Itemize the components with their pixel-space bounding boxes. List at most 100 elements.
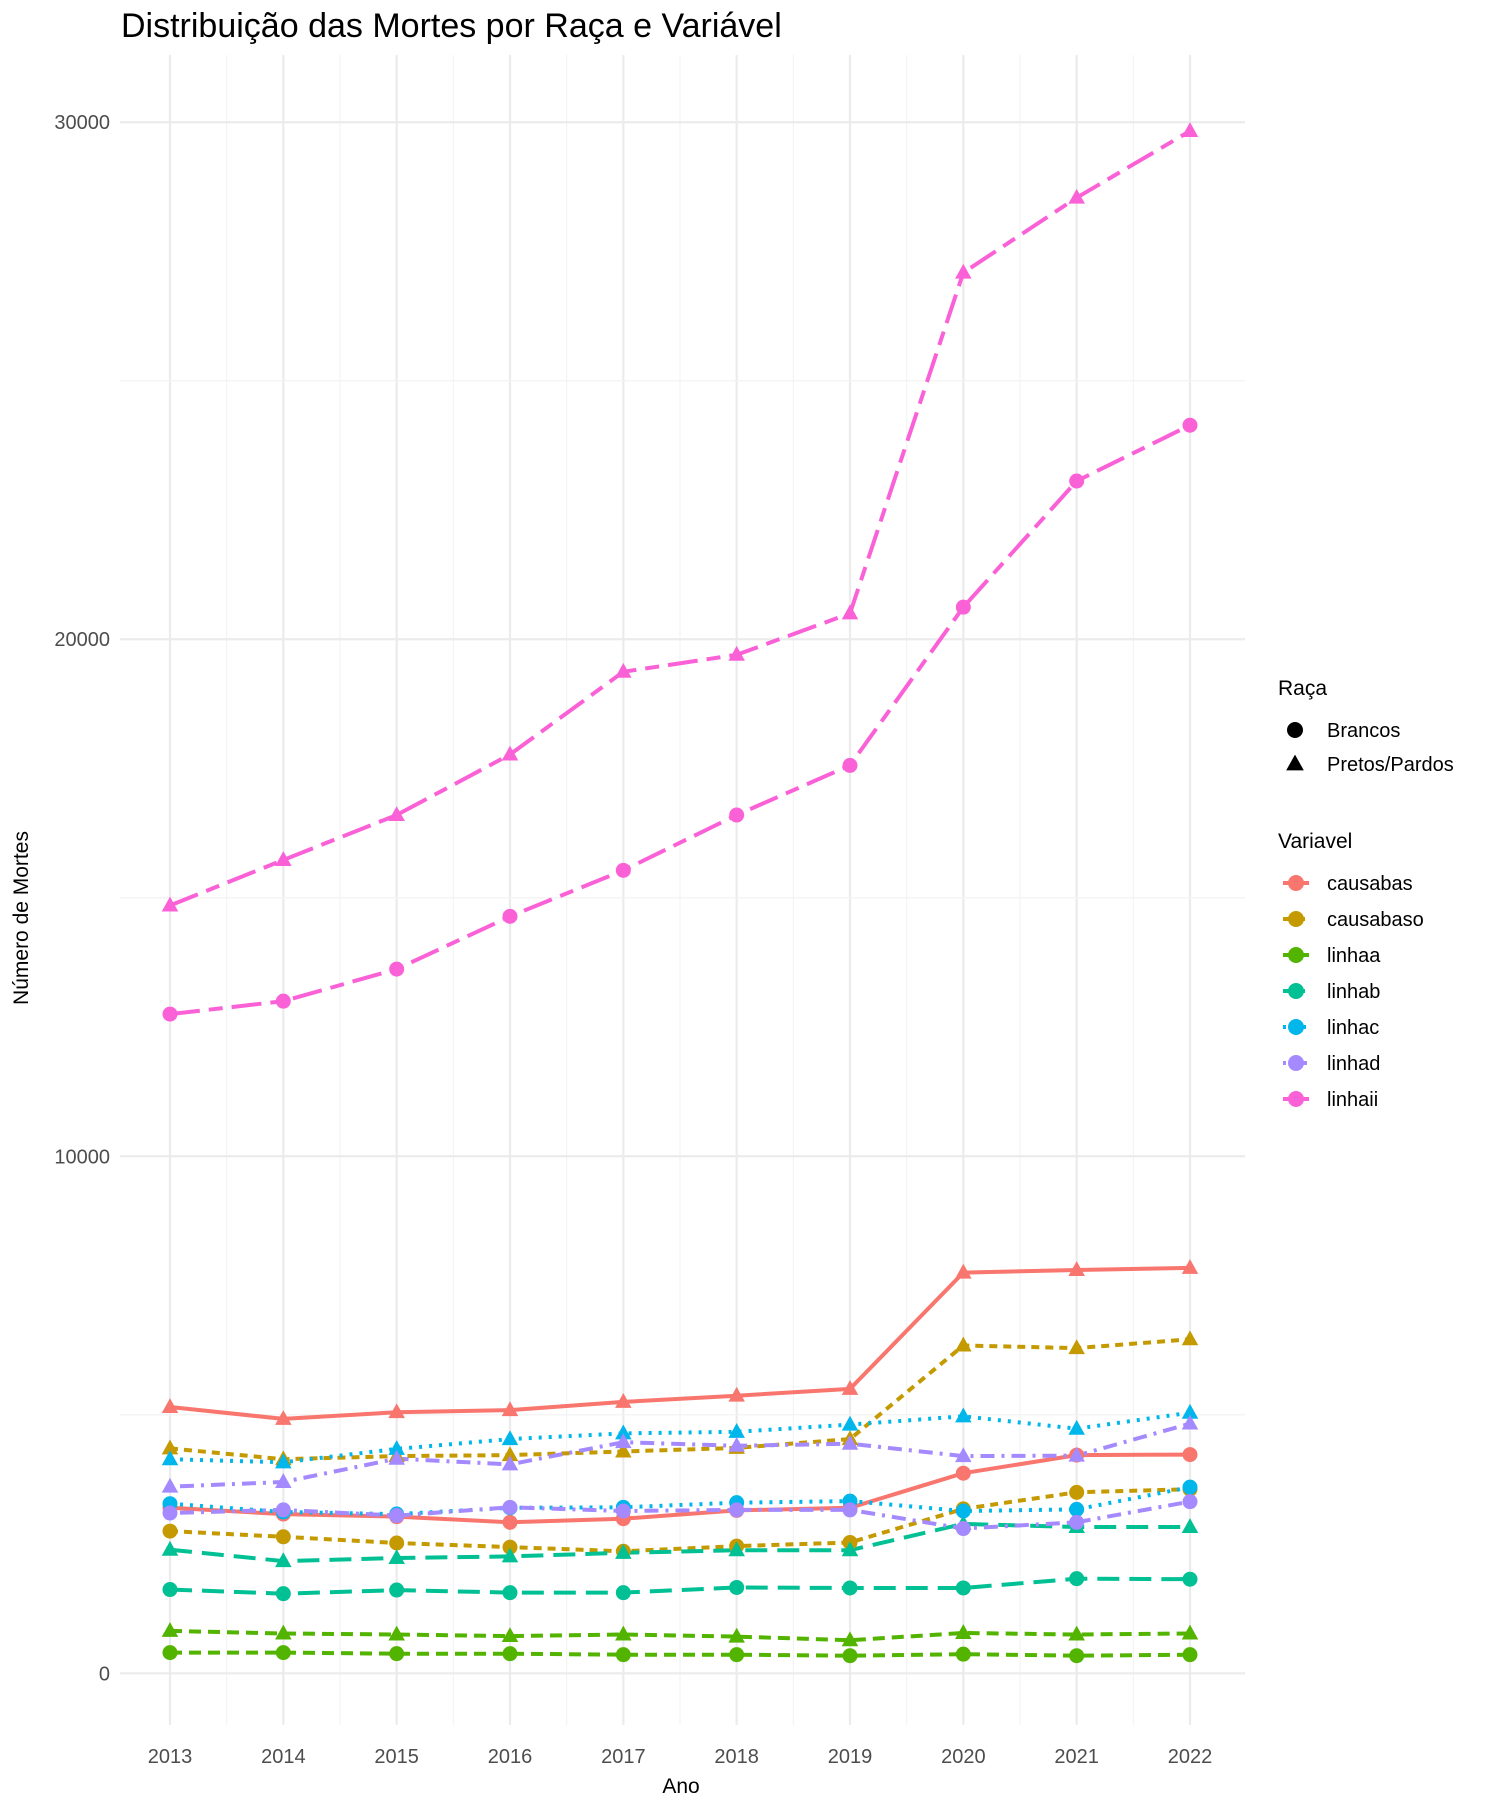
shape-legend-label: Brancos (1327, 720, 1400, 742)
x-tick-label: 2020 (941, 1746, 986, 1768)
data-point-triangle (728, 1436, 745, 1452)
data-point-triangle (275, 1473, 292, 1488)
data-point-triangle (1068, 1446, 1085, 1462)
data-point-circle (1182, 1479, 1198, 1495)
data-point-circle (955, 1521, 971, 1537)
data-point-triangle (161, 1540, 179, 1556)
data-point-circle (389, 1535, 405, 1551)
data-point-triangle (1068, 188, 1085, 204)
series-lines (169, 129, 1192, 1658)
data-point-circle (162, 1006, 178, 1022)
x-tick-label: 2015 (374, 1746, 419, 1768)
data-point-circle (615, 862, 631, 878)
series-line-linhac (169, 1410, 1191, 1465)
data-point-triangle (275, 1453, 292, 1469)
color-legend-key-point (1288, 1019, 1304, 1035)
data-point-circle (502, 1585, 518, 1601)
data-point-circle (162, 1645, 178, 1661)
data-point-triangle (728, 1386, 745, 1402)
data-point-triangle (501, 1446, 519, 1462)
y-tick-label: 0 (99, 1663, 110, 1685)
data-point-circle (275, 1502, 291, 1518)
data-point-triangle (841, 1541, 859, 1557)
x-tick-label: 2016 (488, 1746, 533, 1768)
data-point-triangle (501, 745, 519, 761)
data-point-circle (162, 1505, 178, 1521)
data-point-circle (1069, 1571, 1085, 1587)
series-line-linhab (169, 1576, 1191, 1596)
color-legend-key-point (1288, 947, 1304, 963)
x-tick-label: 2014 (261, 1746, 306, 1768)
data-point-triangle (955, 263, 972, 279)
series-line-linhad (169, 1421, 1191, 1489)
data-point-circle (502, 908, 518, 924)
data-point-circle (389, 961, 405, 977)
data-point-circle (615, 1647, 631, 1663)
data-point-triangle (615, 1442, 632, 1458)
data-point-circle (1287, 722, 1303, 738)
series-line-causabaso (169, 1487, 1191, 1554)
data-point-triangle (275, 851, 292, 866)
color-legend-label: linhaii (1327, 1089, 1378, 1111)
data-point-triangle (955, 1447, 972, 1463)
gridlines (120, 55, 1245, 1725)
color-legend-label: linhac (1327, 1017, 1379, 1039)
series-line-linhaii (169, 423, 1191, 1017)
chart-title: Distribuição das Mortes por Raça e Variá… (121, 7, 782, 45)
data-point-triangle (388, 1403, 405, 1419)
y-tick-label: 10000 (54, 1146, 110, 1168)
color-legend-key-point (1288, 983, 1304, 999)
data-point-triangle (728, 1423, 745, 1438)
x-tick-label: 2013 (148, 1746, 193, 1768)
data-point-circle (615, 1503, 631, 1519)
data-point-circle (389, 1582, 405, 1598)
data-point-triangle (615, 1393, 632, 1408)
color-legend-key-point (1288, 911, 1304, 927)
x-tick-label: 2018 (714, 1746, 759, 1768)
data-point-triangle (1181, 1330, 1199, 1346)
data-point-triangle (1068, 1419, 1085, 1435)
y-axis-title: Número de Mortes (10, 831, 33, 1005)
data-point-circle (729, 1647, 745, 1663)
x-tick-label: 2019 (828, 1746, 873, 1768)
data-point-triangle (1181, 1518, 1199, 1533)
data-point-triangle (955, 1407, 972, 1423)
legend: Raça Variavel Brancos Pretos/Pardos causab… (1278, 677, 1454, 1111)
data-point-triangle (728, 1627, 745, 1643)
data-point-triangle (841, 1631, 859, 1647)
data-point-circle (1182, 1571, 1198, 1587)
data-point-circle (502, 1499, 518, 1515)
data-point-triangle (161, 1477, 179, 1493)
data-point-circle (729, 1579, 745, 1595)
data-point-triangle (955, 1336, 972, 1352)
color-legend-title: Variavel (1278, 830, 1352, 853)
x-tick-label: 2017 (601, 1746, 646, 1768)
data-point-triangle (615, 1543, 632, 1559)
data-point-triangle (615, 1433, 632, 1449)
data-point-triangle (1181, 1624, 1199, 1640)
data-point-triangle (501, 1455, 519, 1471)
data-point-circle (389, 1508, 405, 1524)
data-point-circle (275, 1645, 291, 1661)
data-point-circle (955, 1465, 971, 1481)
data-point-triangle (501, 1627, 519, 1643)
data-point-circle (502, 1646, 518, 1662)
data-point-triangle (1181, 1259, 1199, 1274)
series-line-linhaii (169, 129, 1192, 908)
color-legend-key-point (1288, 1091, 1304, 1107)
data-point-circle (729, 807, 745, 823)
data-point-triangle (1181, 122, 1199, 137)
series-line-linhad (169, 1499, 1191, 1531)
data-point-triangle (501, 1430, 519, 1446)
data-point-triangle (615, 1625, 632, 1641)
data-point-circle (615, 1585, 631, 1601)
series-line-causabaso (169, 1337, 1191, 1462)
data-point-triangle (841, 1434, 859, 1450)
data-point-circle (162, 1523, 178, 1539)
data-point-triangle (161, 896, 179, 912)
data-point-triangle (275, 1410, 292, 1425)
data-point-triangle (161, 1439, 179, 1455)
data-point-circle (1182, 417, 1198, 433)
color-legend-label: causabaso (1327, 909, 1424, 931)
